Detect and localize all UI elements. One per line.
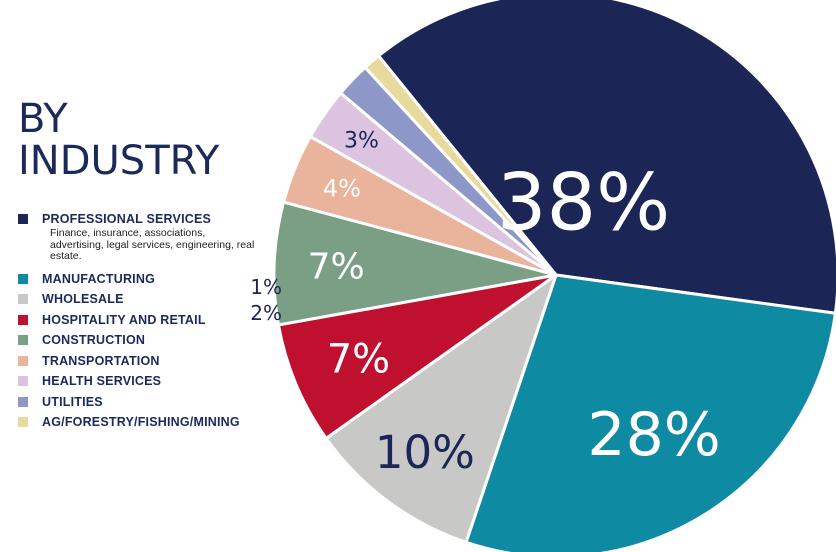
title-line-1: BY <box>18 96 68 142</box>
data-label-ag-forestry-fishing-mining: 1% <box>250 275 282 299</box>
legend-swatch <box>18 294 28 304</box>
legend-label: TRANSPORTATION <box>42 353 160 368</box>
legend-label: UTILITIES <box>42 394 103 409</box>
legend-item-utilities: UTILITIES <box>18 394 258 410</box>
pie-slice-hospitality-and-retail <box>276 273 558 440</box>
pie-slice-ag-forestry-fishing-mining <box>363 54 558 277</box>
legend-label: PROFESSIONAL SERVICES <box>42 212 212 226</box>
legend: PROFESSIONAL SERVICES Finance, insurance… <box>18 211 258 435</box>
legend-label: HEALTH SERVICES <box>42 374 162 388</box>
data-label-hospitality-and-retail: 7% <box>327 336 390 382</box>
pie-labels: 38% 28% 10% 7% 7% 4% 3% 2%1% <box>250 129 720 479</box>
data-label-health-services: 3% <box>344 129 379 154</box>
legend-item-hospitality-and-retail: HOSPITALITY AND RETAIL <box>18 312 258 328</box>
legend-swatch <box>18 273 28 284</box>
legend-swatch <box>18 335 28 345</box>
legend-item-wholesale: WHOLESALE <box>18 291 258 307</box>
legend-item-construction: CONSTRUCTION <box>18 332 258 348</box>
legend-item-professional-services: PROFESSIONAL SERVICES Finance, insurance… <box>18 211 258 263</box>
data-label-professional-services: 38% <box>497 158 670 248</box>
legend-swatch <box>18 355 28 366</box>
legend-label: AG/FORESTRY/FISHING/MINING <box>42 415 240 429</box>
legend-item-transportation: TRANSPORTATION <box>18 353 258 369</box>
legend-item-manufacturing: MANUFACTURING <box>18 271 258 287</box>
legend-swatch <box>18 396 28 407</box>
data-label-transportation: 4% <box>323 174 361 202</box>
title-line-2: INDUSTRY <box>18 138 220 184</box>
data-label-construction: 7% <box>308 247 365 288</box>
legend-swatch <box>18 314 28 325</box>
legend-label: MANUFACTURING <box>42 271 156 286</box>
legend-swatch <box>18 214 28 224</box>
legend-label: WHOLESALE <box>42 292 124 306</box>
data-label-wholesale: 10% <box>375 426 475 479</box>
legend-label: HOSPITALITY AND RETAIL <box>42 312 206 327</box>
pie-slice-professional-services <box>377 0 836 315</box>
pie-slice-construction <box>272 200 558 327</box>
legend-item-ag-forestry-fishing-mining: AG/FORESTRY/FISHING/MINING <box>18 414 258 430</box>
data-label-manufacturing: 28% <box>587 400 720 470</box>
legend-item-health-services: HEALTH SERVICES <box>18 373 258 389</box>
legend-label: CONSTRUCTION <box>42 333 146 347</box>
legend-swatch <box>18 417 28 427</box>
pie-slices <box>272 0 836 552</box>
pie-slice-wholesale <box>324 273 558 544</box>
pie-slice-manufacturing <box>464 273 836 552</box>
legend-swatch <box>18 376 28 386</box>
legend-description: Finance, insurance, associations, advert… <box>50 227 255 262</box>
data-label-utilities: 2% <box>250 301 282 325</box>
chart-title: BY INDUSTRY <box>18 98 219 182</box>
